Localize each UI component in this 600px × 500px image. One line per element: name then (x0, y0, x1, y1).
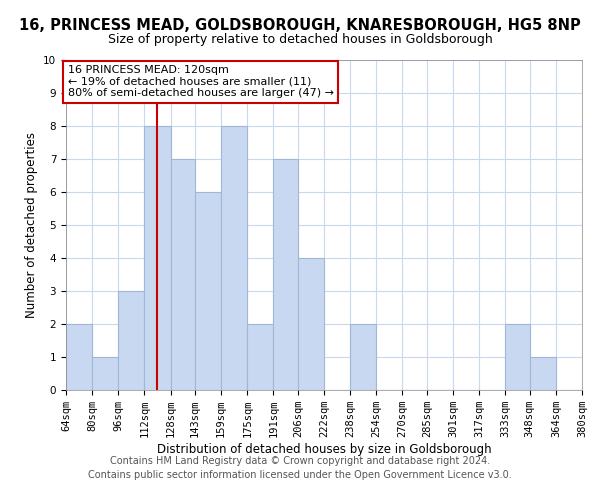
Bar (195, 192, 221, 390)
Bar (92, 357, 118, 390)
Bar (170, 159, 195, 390)
Bar (145, 126, 170, 390)
Bar (274, 159, 298, 390)
Bar (350, 324, 376, 390)
Y-axis label: Number of detached properties: Number of detached properties (25, 132, 38, 318)
Bar (298, 258, 324, 390)
Bar (530, 357, 556, 390)
Text: Contains HM Land Registry data © Crown copyright and database right 2024.
Contai: Contains HM Land Registry data © Crown c… (88, 456, 512, 480)
Bar (221, 126, 247, 390)
Bar (118, 291, 145, 390)
Bar (66, 324, 92, 390)
Bar (247, 324, 274, 390)
Text: Size of property relative to detached houses in Goldsborough: Size of property relative to detached ho… (107, 32, 493, 46)
X-axis label: Distribution of detached houses by size in Goldsborough: Distribution of detached houses by size … (157, 443, 491, 456)
Text: 16 PRINCESS MEAD: 120sqm
← 19% of detached houses are smaller (11)
80% of semi-d: 16 PRINCESS MEAD: 120sqm ← 19% of detach… (68, 65, 334, 98)
Text: 16, PRINCESS MEAD, GOLDSBOROUGH, KNARESBOROUGH, HG5 8NP: 16, PRINCESS MEAD, GOLDSBOROUGH, KNARESB… (19, 18, 581, 32)
Bar (505, 324, 530, 390)
